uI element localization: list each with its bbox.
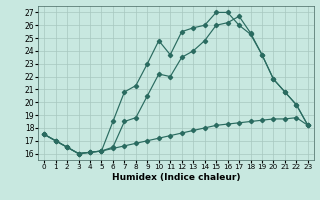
X-axis label: Humidex (Indice chaleur): Humidex (Indice chaleur) [112, 173, 240, 182]
